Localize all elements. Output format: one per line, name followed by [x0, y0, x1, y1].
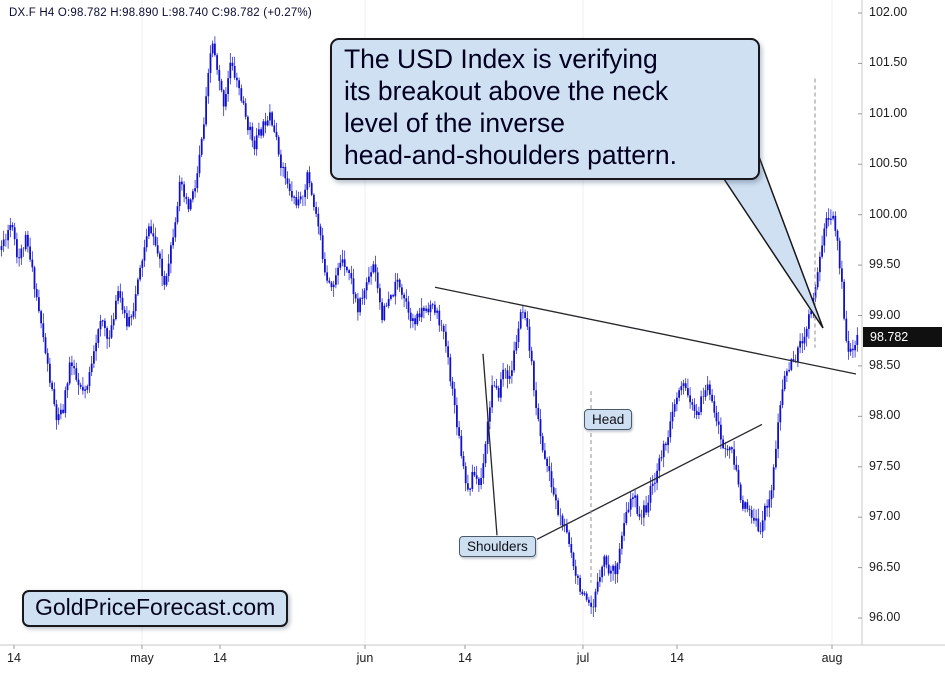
- y-axis-label: 98.00: [869, 408, 901, 423]
- y-axis-label: 99.50: [869, 257, 901, 272]
- candle-bodies: [0, 43, 859, 608]
- head-label: Head: [584, 409, 633, 430]
- symbol-info-bar: DX.F H4 O:98.782 H:98.890 L:98.740 C:98.…: [9, 7, 312, 19]
- y-axis-label: 101.50: [869, 55, 908, 70]
- y-axis-label: 96.50: [869, 559, 901, 574]
- y-axis-label: 97.00: [869, 509, 901, 524]
- x-axis-label: 14: [670, 651, 684, 665]
- y-axis-label: 96.00: [869, 610, 901, 624]
- price-axis[interactable]: 102.00 101.50 101.00 100.50 100.00 99.50 99.00…: [862, 0, 945, 645]
- y-axis-label: 98.50: [869, 357, 901, 372]
- time-axis[interactable]: 14 may 14 jun 14 jul 14 aug: [0, 645, 945, 673]
- right-shoulder-pointer: [536, 423, 763, 540]
- site-watermark: GoldPriceForecast.com: [22, 590, 289, 627]
- x-axis-label: may: [130, 651, 154, 665]
- analysis-callout: The USD Index is verifying its breakout …: [330, 38, 760, 180]
- y-axis-label: 100.00: [869, 206, 908, 221]
- x-axis-label: 14: [7, 651, 21, 665]
- y-axis-label: 97.50: [869, 458, 901, 473]
- y-axis-label: 100.50: [869, 156, 908, 171]
- y-axis-label: 101.00: [869, 105, 908, 120]
- shoulders-label: Shoulders: [459, 536, 536, 557]
- x-axis-label: jul: [576, 651, 590, 665]
- neckline: [434, 286, 857, 375]
- callout-pointer: [720, 152, 824, 329]
- x-axis-label: 14: [213, 651, 227, 665]
- y-axis-label: 102.00: [869, 5, 908, 19]
- x-axis-label: aug: [821, 651, 843, 665]
- last-price-badge: 98.782: [863, 327, 942, 348]
- x-axis-label: jun: [356, 651, 374, 665]
- x-axis-label: 14: [458, 651, 472, 665]
- left-shoulder-pointer: [482, 353, 498, 536]
- y-axis-label: 99.00: [869, 307, 901, 322]
